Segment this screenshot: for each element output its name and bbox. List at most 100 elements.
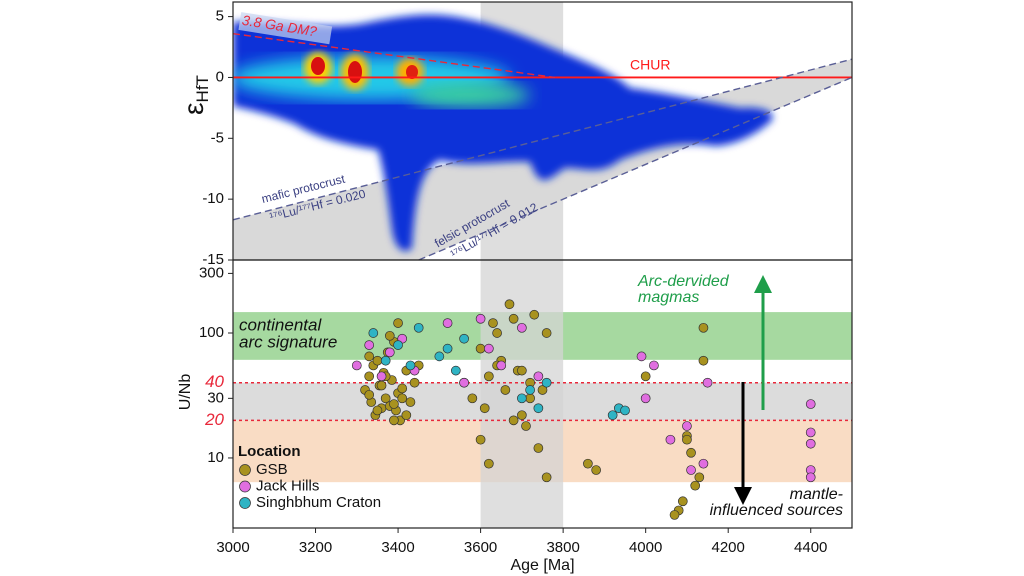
data-point bbox=[698, 458, 709, 469]
data-point bbox=[351, 360, 362, 371]
data-point bbox=[492, 328, 502, 338]
data-point bbox=[541, 472, 552, 483]
data-point bbox=[533, 371, 544, 382]
data-point bbox=[364, 371, 375, 382]
x-tick-label: 3400 bbox=[381, 539, 414, 556]
reference-line bbox=[418, 76, 853, 261]
data-point bbox=[583, 458, 593, 469]
data-point bbox=[698, 355, 709, 366]
data-point bbox=[384, 330, 395, 341]
arc-label: Arc-dervided bbox=[637, 273, 730, 290]
data-point bbox=[459, 377, 469, 388]
mantle-label: influenced sources bbox=[710, 502, 843, 519]
data-point bbox=[376, 371, 387, 382]
ref-line-label: 20 bbox=[204, 410, 224, 429]
data-point bbox=[397, 393, 408, 404]
y-tick-label: 100 bbox=[199, 324, 224, 341]
data-point bbox=[459, 333, 469, 344]
data-point bbox=[389, 415, 399, 426]
data-point bbox=[508, 415, 519, 426]
data-point bbox=[537, 385, 548, 395]
y-tick-label: -15 bbox=[202, 251, 224, 268]
data-point bbox=[368, 328, 379, 338]
legend-label: GSB bbox=[256, 461, 288, 478]
bottom-panel bbox=[233, 260, 852, 528]
data-point bbox=[393, 340, 403, 350]
data-point bbox=[525, 393, 535, 404]
x-tick-label: 3600 bbox=[464, 539, 497, 556]
data-point bbox=[409, 377, 420, 388]
data-point bbox=[372, 355, 383, 366]
data-point bbox=[389, 399, 399, 409]
legend-label: Jack Hills bbox=[256, 477, 319, 494]
y-tick-label: -10 bbox=[202, 190, 224, 207]
arc-label: magmas bbox=[638, 289, 699, 306]
x-tick-label: 4000 bbox=[629, 539, 662, 556]
data-point bbox=[484, 343, 494, 354]
data-point bbox=[682, 421, 692, 431]
density-peak bbox=[311, 57, 325, 75]
x-axis-label: Age [Ma] bbox=[510, 557, 574, 574]
data-point bbox=[496, 360, 507, 371]
data-point bbox=[541, 328, 552, 338]
y-tick-label: 300 bbox=[199, 264, 224, 281]
mantle-label: mantle- bbox=[790, 486, 843, 503]
reference-line bbox=[232, 32, 555, 79]
x-tick-label: 3200 bbox=[299, 539, 332, 556]
data-point bbox=[401, 410, 412, 421]
data-point bbox=[380, 393, 391, 404]
data-point bbox=[508, 313, 519, 324]
data-point bbox=[805, 472, 816, 483]
data-point bbox=[541, 377, 552, 388]
reference-line bbox=[232, 58, 853, 221]
data-point bbox=[686, 465, 696, 475]
bottom-frame bbox=[232, 259, 853, 529]
data-point bbox=[450, 365, 461, 376]
data-point bbox=[467, 393, 478, 404]
data-point bbox=[364, 340, 375, 350]
legend-marker bbox=[239, 480, 251, 493]
y-tick-label: -5 bbox=[211, 129, 224, 146]
data-point bbox=[405, 397, 416, 407]
data-point bbox=[504, 299, 515, 310]
data-point bbox=[669, 510, 680, 520]
data-point bbox=[698, 322, 709, 333]
data-point bbox=[620, 405, 630, 416]
data-point bbox=[805, 399, 816, 409]
y-label-sub: HfT bbox=[193, 75, 212, 102]
legend-title: Location bbox=[238, 443, 301, 460]
legend-marker bbox=[239, 464, 251, 476]
data-point bbox=[488, 318, 498, 328]
legend-label: Singhbhum Craton bbox=[256, 494, 381, 511]
band-label: arc signature bbox=[239, 332, 337, 351]
data-point bbox=[636, 351, 647, 362]
data-point bbox=[376, 380, 387, 391]
data-point bbox=[529, 309, 540, 320]
data-point bbox=[479, 403, 490, 414]
data-point bbox=[372, 405, 383, 416]
data-point bbox=[442, 318, 453, 328]
x-tick-label: 3800 bbox=[546, 539, 579, 556]
density-peak bbox=[348, 61, 362, 83]
top-panel-lines bbox=[232, 32, 853, 261]
y-tick-label: 30 bbox=[207, 389, 224, 406]
y-tick-label: 5 bbox=[216, 8, 224, 25]
data-point bbox=[500, 385, 511, 395]
data-point bbox=[649, 360, 659, 371]
y-tick-label: 10 bbox=[207, 449, 224, 466]
x-tick-label: 4400 bbox=[794, 539, 827, 556]
data-point bbox=[517, 393, 527, 404]
density-mid bbox=[410, 83, 530, 107]
data-point bbox=[690, 480, 701, 491]
data-point bbox=[442, 343, 453, 354]
data-point bbox=[702, 377, 713, 388]
data-point bbox=[607, 410, 618, 421]
data-point bbox=[533, 443, 544, 453]
data-point bbox=[805, 427, 816, 438]
data-point bbox=[364, 389, 375, 400]
data-point bbox=[525, 385, 535, 395]
ref-line-label: 40 bbox=[205, 372, 224, 391]
data-point bbox=[364, 351, 375, 362]
data-point bbox=[677, 496, 688, 507]
data-point bbox=[397, 383, 408, 394]
